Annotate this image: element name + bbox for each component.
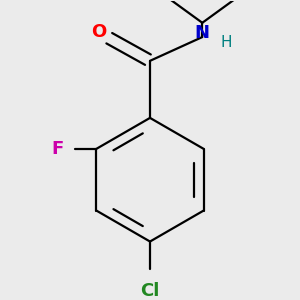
Text: H: H <box>220 35 232 50</box>
Text: Cl: Cl <box>140 283 160 300</box>
Text: N: N <box>195 25 210 43</box>
Text: F: F <box>51 140 63 158</box>
Text: O: O <box>91 23 106 41</box>
